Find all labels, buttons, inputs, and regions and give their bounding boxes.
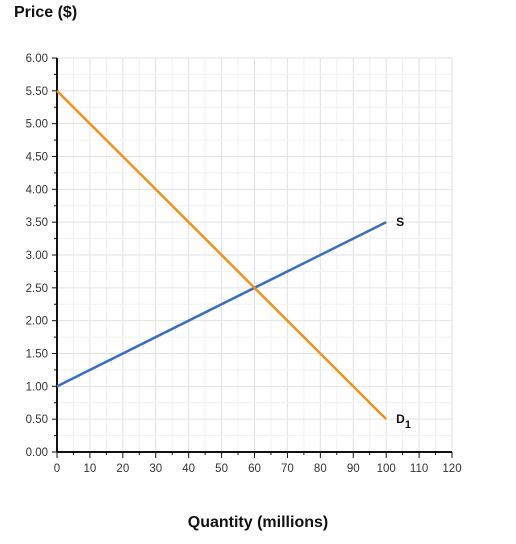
y-tick-label: 5.00 [26,119,48,131]
y-tick-label: 4.50 [26,152,48,164]
ticks: 0.00 0.50 1.00 1.50 2.00 2.50 3.00 3.50 4.00 4.50… [26,53,462,475]
series-label-main: S [396,215,404,229]
series-label-subscript: 1 [405,419,411,431]
x-tick-label: 40 [182,463,195,475]
series-label-main: D [396,412,405,426]
y-tick-label: 4.00 [26,184,48,196]
series [56,89,388,421]
x-tick-label: 80 [314,463,327,475]
x-tick-label: 20 [116,463,129,475]
y-tick-label: 2.50 [26,283,48,295]
x-tick-label: 110 [410,463,428,475]
y-tick-label: 0.50 [26,414,48,426]
supply-label: S [396,215,404,229]
y-tick-label: 2.00 [26,316,48,328]
x-tick-label: 60 [248,463,261,475]
x-tick-label: 50 [215,463,228,475]
x-tick-label: 0 [54,463,60,475]
demand-line [56,89,388,421]
x-tick-label: 100 [377,463,396,475]
x-tick-label: 90 [347,463,360,475]
x-tick-label: 70 [281,463,294,475]
y-tick-label: 1.00 [26,381,48,393]
x-axis-label: Quantity (millions) [187,514,329,531]
x-tick-label: 30 [149,463,162,475]
grid [56,57,453,453]
y-tick-label: 3.00 [26,250,48,262]
series-labels: S D1 [396,215,411,431]
y-tick-label: 5.50 [26,86,48,98]
y-tick-label: 0.00 [26,447,48,459]
demand-label: D1 [396,412,411,431]
x-tick-label: 10 [84,463,97,475]
y-tick-label: 6.00 [26,53,48,65]
y-tick-label: 3.50 [26,217,48,229]
y-tick-label: 1.50 [26,349,48,361]
y-axis-label: Price ($) [14,4,78,21]
x-tick-label: 120 [442,463,461,475]
supply-line [56,221,387,388]
